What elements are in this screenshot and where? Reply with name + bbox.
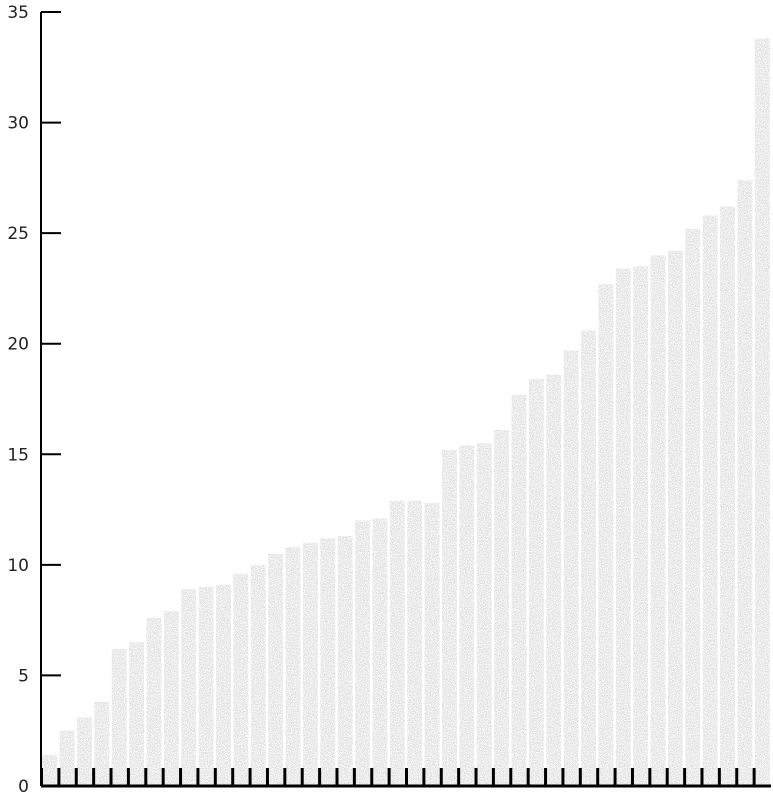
bar xyxy=(528,379,544,786)
bar xyxy=(459,445,475,786)
y-tick-label: 35 xyxy=(7,3,29,23)
bar xyxy=(268,553,284,786)
y-tick-label: 15 xyxy=(7,445,29,465)
bar xyxy=(76,717,92,786)
bar xyxy=(563,350,579,786)
bar xyxy=(355,520,371,786)
bar xyxy=(111,648,127,786)
y-tick-label: 25 xyxy=(7,224,29,244)
bar xyxy=(163,611,179,786)
bar xyxy=(737,180,753,786)
bars-group xyxy=(42,38,770,787)
bar xyxy=(598,284,614,786)
y-tick-marks: 0 5 10 15 20 25 30 35 xyxy=(7,3,61,797)
bar xyxy=(42,755,58,786)
bar xyxy=(494,429,510,786)
bar xyxy=(146,617,162,786)
bar xyxy=(754,38,770,787)
bar xyxy=(441,449,457,786)
bar xyxy=(633,266,649,786)
bar xyxy=(302,542,318,786)
bar xyxy=(615,268,631,786)
bar xyxy=(511,394,527,786)
y-tick-label: 5 xyxy=(18,666,29,686)
y-tick-label: 20 xyxy=(7,335,29,355)
x-tick-marks xyxy=(40,768,756,786)
bar xyxy=(372,518,388,786)
y-tick-label: 0 xyxy=(18,777,29,797)
bar xyxy=(94,701,110,786)
bar xyxy=(581,330,596,786)
bar xyxy=(720,206,736,787)
bar xyxy=(337,536,353,786)
bar xyxy=(389,500,405,786)
bar xyxy=(233,573,249,786)
y-tick-label: 30 xyxy=(7,114,29,134)
bar xyxy=(216,584,231,786)
bar xyxy=(198,586,214,786)
bar xyxy=(702,215,718,786)
bar xyxy=(667,250,683,786)
bar xyxy=(250,564,266,786)
bar xyxy=(424,502,440,786)
y-tick-label: 10 xyxy=(7,556,29,576)
axes-group xyxy=(40,12,771,788)
bar xyxy=(407,500,423,786)
bar xyxy=(650,255,666,786)
bar xyxy=(129,642,145,786)
bar xyxy=(285,547,301,786)
bar xyxy=(59,730,75,786)
bar xyxy=(476,443,492,786)
bar xyxy=(685,228,701,787)
bar xyxy=(320,538,336,786)
bar xyxy=(181,589,197,786)
bar xyxy=(546,374,562,786)
